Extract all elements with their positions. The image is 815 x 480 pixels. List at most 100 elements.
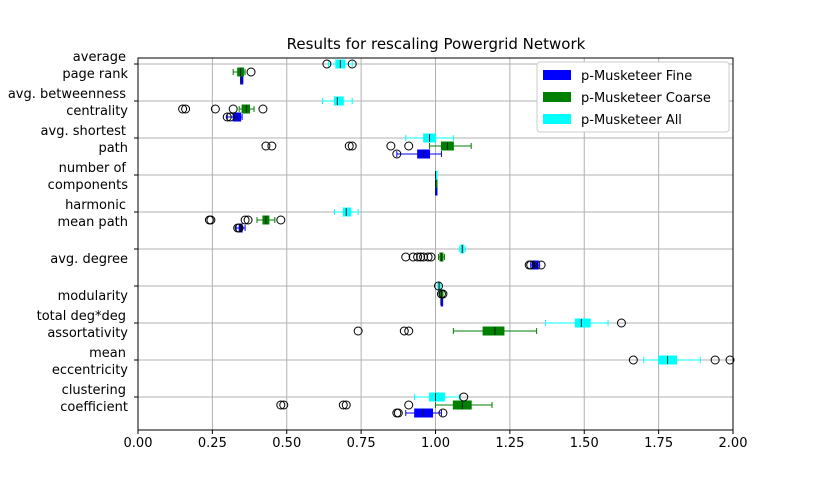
flier-point	[322, 59, 332, 69]
box-2-0	[322, 59, 357, 69]
flier-point	[341, 400, 351, 410]
y-tick-label: avg. betweenness	[8, 87, 126, 102]
x-tick-label: 1.75	[644, 436, 673, 451]
flier-point	[413, 252, 423, 262]
flier-point	[710, 355, 720, 365]
y-tick-label: harmonic	[65, 198, 126, 213]
flier-point	[258, 104, 268, 114]
box-0-5	[524, 260, 546, 270]
box-1-6	[436, 289, 448, 299]
flier-point	[459, 392, 469, 402]
flier-point	[433, 281, 443, 291]
box-0-9	[392, 408, 448, 418]
y-tick-label: centrality	[66, 104, 128, 119]
y-tick-label: assortativity	[47, 326, 128, 341]
flier-point	[536, 260, 546, 270]
box-iqr	[574, 318, 591, 328]
x-tick-label: 0.75	[347, 436, 376, 451]
x-tick-label: 0.50	[272, 436, 301, 451]
box-2-3	[435, 170, 438, 180]
flier-point	[240, 215, 250, 225]
box-iqr	[232, 112, 242, 122]
axes: 0.00 0.25 0.50 0.75 1.00 1.25 1.50 1.75 2.00 aver…	[8, 50, 748, 451]
x-tick-label: 2.00	[719, 436, 748, 451]
flier-point	[206, 215, 216, 225]
box-1-3	[435, 178, 438, 188]
box-1-9	[276, 400, 493, 410]
flier-point	[423, 252, 433, 262]
flier-point	[526, 260, 536, 270]
y-tick-label: mean path	[57, 215, 128, 230]
box-1-7	[353, 326, 538, 336]
flier-point	[222, 112, 232, 122]
legend-swatch-coarse	[543, 92, 571, 102]
flier-point	[401, 252, 411, 262]
flier-point	[628, 355, 638, 365]
box-1-0	[232, 67, 256, 77]
box-2-7	[545, 318, 626, 328]
legend-label-fine: p-Musketeer Fine	[581, 69, 692, 84]
flier-point	[408, 252, 418, 262]
y-tick-label: avg. degree	[50, 252, 128, 267]
x-tick-label: 0.25	[198, 436, 227, 451]
flier-point	[276, 400, 286, 410]
box-2-4	[333, 207, 359, 217]
flier-point	[438, 408, 448, 418]
box-0-2	[392, 149, 442, 159]
flier-point	[261, 141, 271, 151]
y-tick-label: components	[48, 178, 129, 193]
chart-title: Results for rescaling Powergrid Network	[287, 35, 586, 53]
legend-swatch-fine	[543, 70, 571, 80]
flier-point	[347, 59, 357, 69]
flier-point	[181, 104, 191, 114]
y-tick-label: mean	[89, 346, 126, 361]
flier-point	[234, 223, 244, 233]
flier-point	[210, 104, 220, 114]
box-iqr	[241, 104, 251, 114]
flier-point	[419, 252, 429, 262]
flier-point	[178, 104, 188, 114]
box-iqr	[342, 207, 352, 217]
y-tick-label: total deg*deg	[37, 309, 126, 324]
flier-point	[404, 326, 414, 336]
flier-point	[392, 149, 402, 159]
x-tick-label: 0.00	[124, 436, 153, 451]
legend-frame	[536, 61, 730, 133]
flier-point	[279, 400, 289, 410]
flier-point	[399, 326, 409, 336]
box-0-1	[222, 112, 243, 122]
flier-point	[404, 141, 414, 151]
x-tick-label: 1.50	[570, 436, 599, 451]
flier-point	[246, 67, 256, 77]
flier-point	[225, 112, 235, 122]
box-iqr	[333, 96, 344, 106]
flier-point	[276, 215, 286, 225]
box-2-2	[405, 133, 454, 143]
box-2-8	[628, 355, 735, 365]
flier-point	[338, 400, 348, 410]
box-0-4	[233, 223, 246, 233]
flier-point	[353, 326, 363, 336]
flier-point	[347, 141, 357, 151]
legend-label-all: p-Musketeer All	[581, 113, 682, 128]
flier-point	[243, 215, 253, 225]
box-2-6	[433, 281, 443, 291]
box-0-0	[240, 75, 244, 85]
legend-swatch-all	[543, 114, 571, 124]
y-tick-label: eccentricity	[52, 363, 128, 378]
y-tick-label: modularity	[58, 289, 129, 304]
y-tick-label: average	[73, 50, 126, 65]
y-tick-label: page rank	[62, 67, 128, 82]
box-1-1	[178, 104, 268, 114]
box-1-4	[204, 215, 286, 225]
box-iqr	[429, 392, 445, 402]
box-2-9	[414, 392, 469, 402]
y-tick-label: number of	[59, 161, 127, 176]
y-tick-label: coefficient	[60, 400, 128, 415]
box-1-5	[401, 252, 445, 262]
box-0-6	[440, 297, 444, 307]
flier-point	[725, 355, 735, 365]
y-tick-label: clustering	[62, 383, 126, 398]
flier-point	[393, 408, 403, 418]
